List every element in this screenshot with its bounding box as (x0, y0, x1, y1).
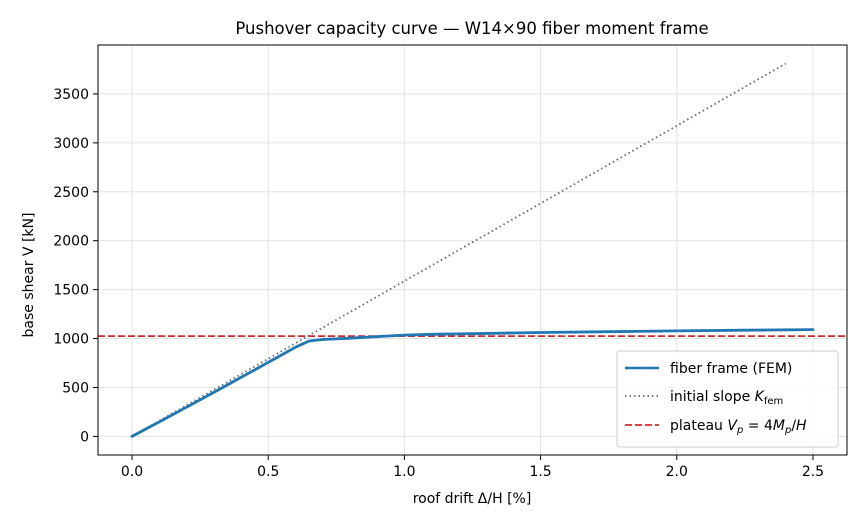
legend: fiber frame (FEM) initial slope Kfem pla… (616, 350, 839, 448)
y-tick-label: 2500 (53, 185, 89, 201)
y-axis-label: base shear V [kN] (21, 213, 37, 338)
legend-label-plateau: plateau Vp = 4Mp/H (670, 418, 807, 436)
legend-label-slope: initial slope Kfem (670, 389, 783, 407)
y-tick-label: 1500 (53, 283, 89, 299)
legend-label-fem: fiber frame (FEM) (670, 361, 792, 377)
x-tick-label: 2.5 (802, 464, 824, 480)
x-tick-label: 1.5 (529, 464, 551, 480)
x-tick-label: 1.0 (393, 464, 415, 480)
fem-curve (130, 328, 815, 438)
y-tick-label: 1000 (53, 332, 89, 348)
grid (98, 45, 847, 455)
y-tick-label: 3500 (53, 87, 89, 103)
y-tick-label: 500 (62, 380, 89, 396)
series-layer (98, 62, 847, 438)
legend-box (616, 350, 839, 448)
y-tick-label: 2000 (53, 234, 89, 250)
x-tick-label: 0.0 (121, 464, 143, 480)
x-tick-label: 2.0 (666, 464, 688, 480)
ticks: 0.0 0.5 1.0 1.5 2.0 2.5 0 500 1000 1500 2000 2500 30… (53, 87, 824, 480)
y-tick-label: 0 (80, 429, 89, 445)
chart-title: Pushover capacity curve — W14×90 fiber m… (235, 19, 708, 38)
plot-frame (97, 44, 848, 456)
y-tick-label: 3000 (53, 136, 89, 152)
x-tick-label: 0.5 (257, 464, 279, 480)
x-axis-label: roof drift Δ/H [%] (413, 491, 532, 507)
